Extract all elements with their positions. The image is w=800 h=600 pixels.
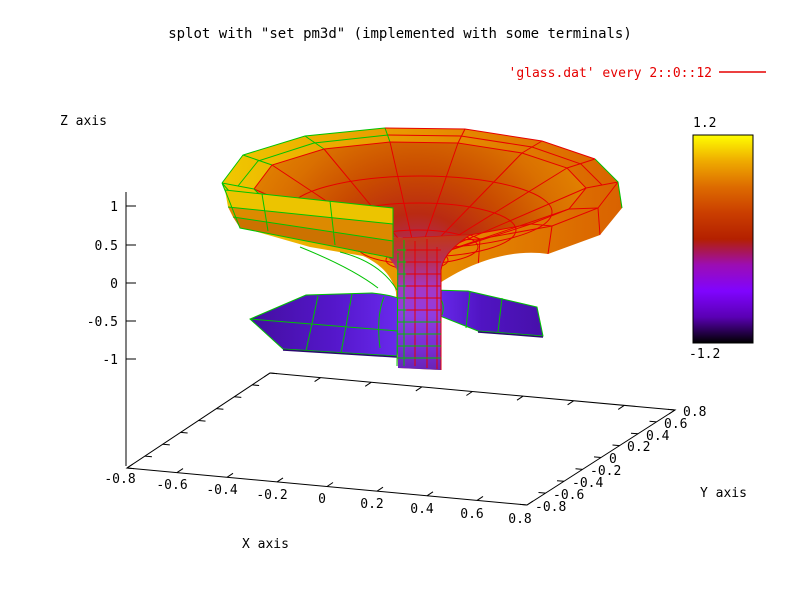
x-tick-label: 0.2 xyxy=(360,497,383,512)
plot-title: splot with "set pm3d" (implemented with … xyxy=(168,26,632,42)
x-tick-label: 0.8 xyxy=(508,512,531,527)
x-tick-label: -0.4 xyxy=(206,483,237,498)
y-tick-label: -0.4 xyxy=(572,476,603,491)
y-axis-title: Y axis xyxy=(700,486,747,501)
x-axis-ticks-back xyxy=(263,372,676,415)
rim-cut-band xyxy=(224,189,398,291)
x-axis-title: X axis xyxy=(242,537,289,552)
y-axis-ticks-right xyxy=(519,408,676,506)
z-tick-label: 0 xyxy=(110,277,118,292)
base-plane-border: -0.8 -0.6 -0.4 -0.2 0 0.2 0.4 0.6 0.8 -0… xyxy=(104,372,747,552)
y-axis-tick-labels: -0.8 -0.6 -0.4 -0.2 0 0.2 0.4 0.6 0.8 xyxy=(535,405,706,515)
x-tick-label: -0.6 xyxy=(156,478,187,493)
z-axis-title: Z axis xyxy=(60,114,107,129)
y-tick-label: 0.2 xyxy=(627,440,650,455)
y-axis-ticks-left xyxy=(126,372,278,470)
x-axis-tick-labels: -0.8 -0.6 -0.4 -0.2 0 0.2 0.4 0.6 0.8 xyxy=(104,472,531,527)
base-wings xyxy=(249,289,544,358)
y-tick-label: 0.8 xyxy=(683,405,706,420)
colorbar-min-label: -1.2 xyxy=(689,347,720,362)
base-right-wing xyxy=(431,289,544,337)
x-tick-label: -0.2 xyxy=(256,488,287,503)
z-axis: 1 0.5 0 -0.5 -1 Z axis xyxy=(60,114,136,466)
legend: 'glass.dat' every 2::0::12 xyxy=(509,66,766,81)
colorbar-gradient xyxy=(692,134,754,344)
glass-surface xyxy=(221,127,623,370)
x-tick-label: 0 xyxy=(318,492,326,507)
stem-mesh xyxy=(396,234,471,370)
colorbar-max-label: 1.2 xyxy=(693,116,716,131)
y-tick-label: -0.2 xyxy=(590,464,621,479)
y-tick-label: -0.8 xyxy=(535,500,566,515)
band-mid-strip xyxy=(228,207,393,241)
y-tick-label: 0 xyxy=(609,452,617,467)
z-tick-label: 0.5 xyxy=(95,239,118,254)
x-tick-label: -0.8 xyxy=(104,472,135,487)
z-tick-label: 1 xyxy=(110,200,118,215)
base-left-wing xyxy=(249,292,405,357)
band-bottom-strip xyxy=(233,217,393,258)
z-tick-label: -1 xyxy=(102,353,118,368)
colorbar: 1.2 -1.2 xyxy=(689,116,754,362)
z-tick-label: -0.5 xyxy=(87,315,118,330)
y-tick-label: -0.6 xyxy=(553,488,584,503)
band-top-strip xyxy=(225,190,393,224)
x-tick-label: 0.4 xyxy=(410,502,434,517)
y-tick-label: 0.6 xyxy=(664,417,687,432)
y-tick-label: 0.4 xyxy=(646,429,670,444)
legend-label: 'glass.dat' every 2::0::12 xyxy=(509,66,713,81)
x-tick-label: 0.6 xyxy=(460,507,483,522)
x-axis-ticks-front xyxy=(126,463,534,506)
